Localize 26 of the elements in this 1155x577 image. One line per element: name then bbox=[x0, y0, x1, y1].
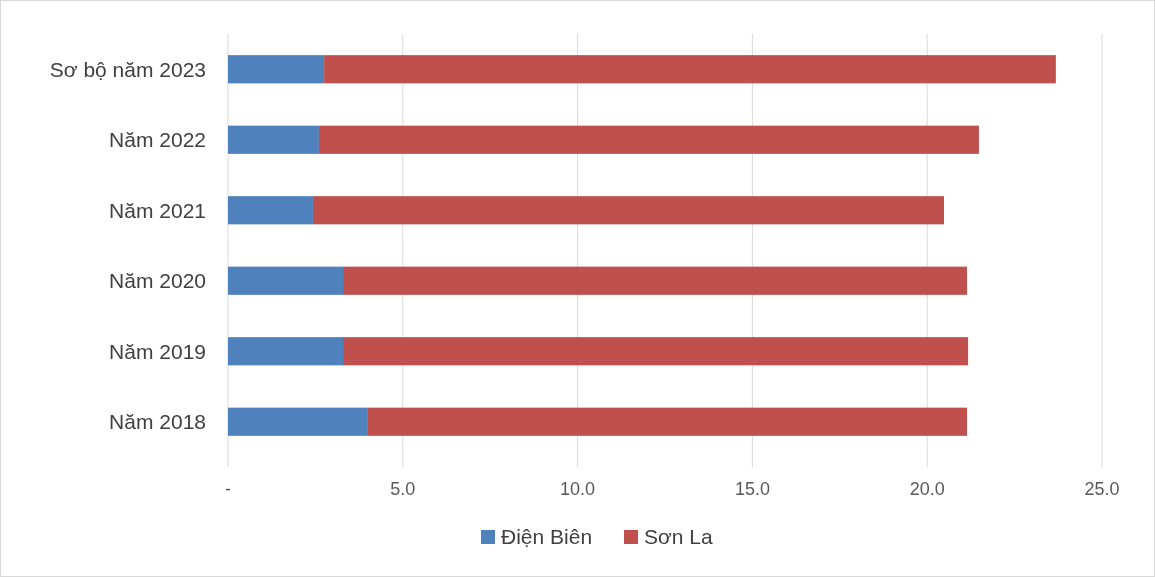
x-tick-label: 20.0 bbox=[909, 479, 945, 499]
bar bbox=[324, 55, 1056, 84]
bar bbox=[228, 55, 325, 84]
bar bbox=[318, 125, 979, 154]
y-tick-label: Sơ bộ năm 2023 bbox=[49, 57, 206, 81]
x-tick-label: 25.0 bbox=[1084, 479, 1120, 499]
bar bbox=[367, 407, 968, 436]
y-tick-label: Năm 2022 bbox=[109, 128, 206, 152]
x-tick-label: 15.0 bbox=[734, 479, 770, 499]
bar bbox=[228, 266, 344, 295]
bar bbox=[228, 125, 319, 154]
bar bbox=[228, 407, 368, 436]
y-tick-label: Năm 2018 bbox=[109, 410, 206, 434]
bar bbox=[343, 266, 968, 295]
y-tick-label: Năm 2019 bbox=[109, 339, 206, 363]
x-tick-label: 10.0 bbox=[560, 479, 596, 499]
x-tick-label: 5.0 bbox=[390, 479, 416, 499]
bar bbox=[312, 196, 944, 225]
bar bbox=[343, 337, 969, 366]
y-tick-label: Năm 2021 bbox=[109, 198, 206, 222]
legend-label: Điện Biên bbox=[501, 525, 593, 549]
y-tick-label: Năm 2020 bbox=[109, 269, 206, 293]
bar bbox=[228, 337, 344, 366]
x-tick-label: - bbox=[225, 479, 231, 499]
bar bbox=[228, 196, 313, 225]
legend-label: Sơn La bbox=[644, 525, 713, 549]
